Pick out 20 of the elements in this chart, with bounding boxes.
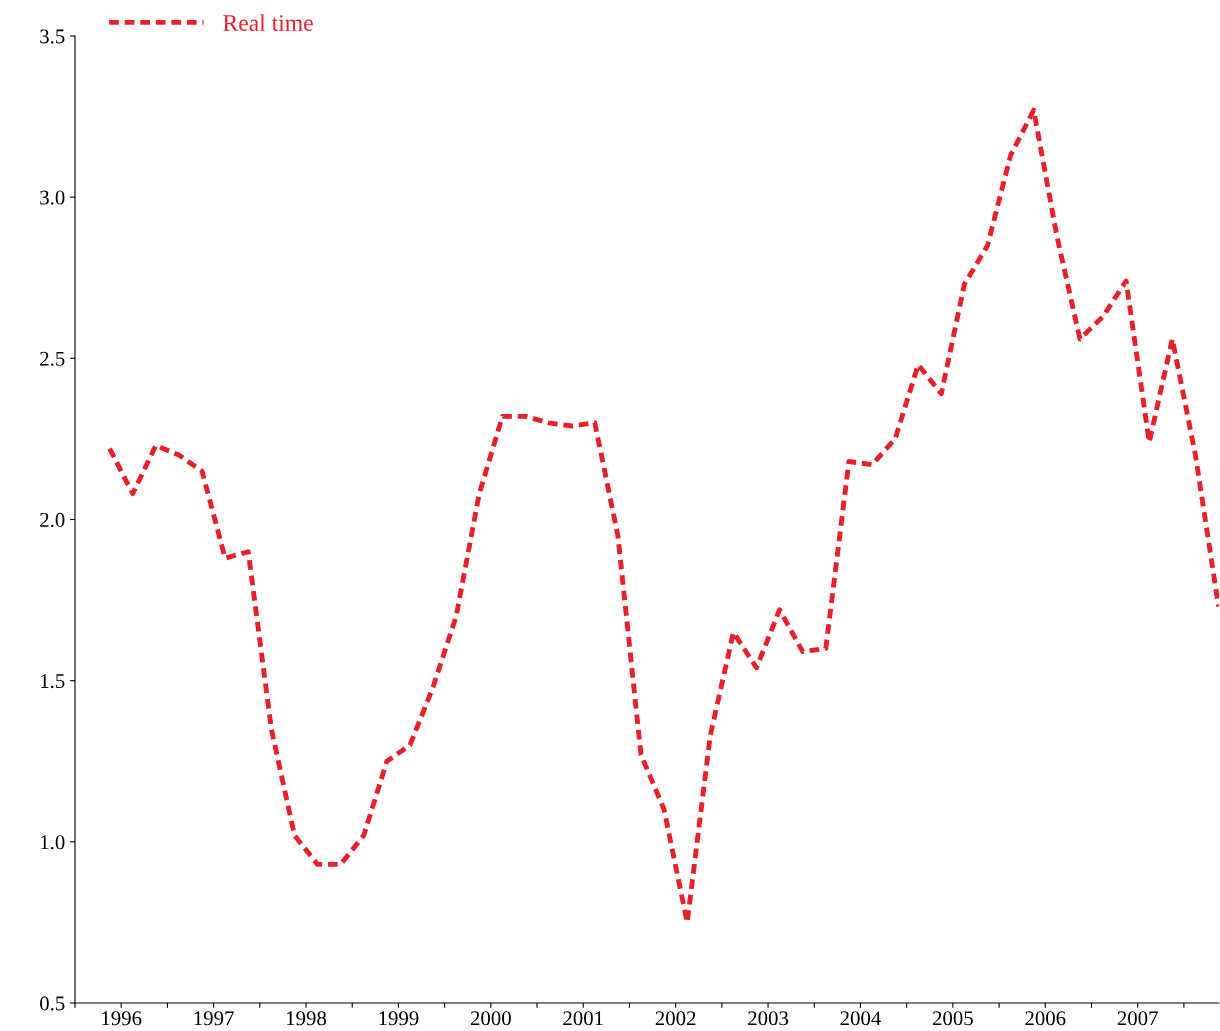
x-tick-label: 2001 bbox=[563, 1011, 603, 1026]
x-tick-label: 2005 bbox=[932, 1011, 973, 1026]
y-tick-label: 0.5 bbox=[40, 996, 65, 1011]
x-tick-label: 2002 bbox=[655, 1011, 696, 1026]
y-tick-label: 3.0 bbox=[40, 190, 65, 205]
y-tick-label: 1.0 bbox=[41, 835, 65, 850]
x-tick-label: 1996 bbox=[102, 1011, 142, 1026]
y-tick-label: 2.5 bbox=[40, 351, 65, 366]
x-tick-label: 2006 bbox=[1025, 1011, 1066, 1026]
x-tick-label: 2003 bbox=[748, 1011, 789, 1026]
x-tick-label: 2007 bbox=[1117, 1011, 1158, 1026]
legend-label: Real time bbox=[223, 14, 313, 31]
y-tick-label: 2.0 bbox=[40, 512, 65, 528]
x-tick-label: 2004 bbox=[840, 1011, 881, 1026]
x-tick-label: 1997 bbox=[194, 1011, 234, 1026]
x-tick-label: 2000 bbox=[470, 1011, 511, 1026]
y-tick-label: 1.5 bbox=[41, 674, 65, 689]
x-tick-label: 1998 bbox=[287, 1011, 327, 1026]
x-tick-label: 1999 bbox=[379, 1011, 419, 1026]
y-tick-label: 3.5 bbox=[40, 29, 65, 44]
